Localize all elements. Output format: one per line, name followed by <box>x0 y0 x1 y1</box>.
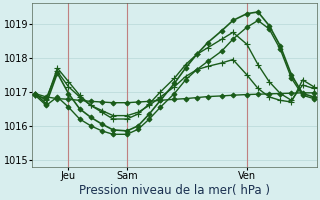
X-axis label: Pression niveau de la mer( hPa ): Pression niveau de la mer( hPa ) <box>79 184 270 197</box>
